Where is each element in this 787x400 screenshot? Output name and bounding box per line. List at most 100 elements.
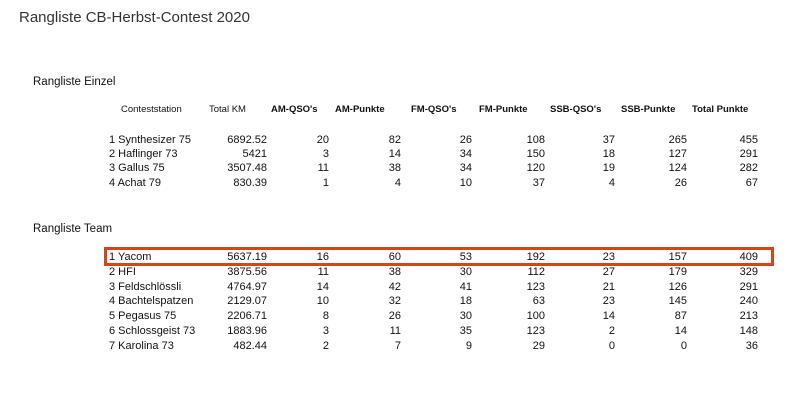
cell-ssb-qso: 2	[608, 325, 615, 337]
cell-ssb-pkt: 145	[668, 295, 687, 308]
cell-fm-qso: 34	[459, 148, 472, 161]
cell-total: 213	[739, 310, 758, 323]
cell-ssb-pkt: 124	[668, 162, 687, 175]
cell-am-qso: 3	[322, 325, 329, 337]
cell-fm-pkt: 192	[526, 251, 545, 263]
cell-am-pkt: 82	[388, 134, 401, 146]
cell-fm-pkt: 123	[526, 325, 545, 337]
cell-am-pkt: 11	[389, 325, 401, 337]
table-row: 1 Synthesizer 75 6892.52 20 82 26 108 37 265 455	[0, 134, 787, 147]
table-row: 6 Schlossgeist 73 1883.96 3 11 35 123 2 14 148	[0, 325, 787, 338]
cell-total: 240	[739, 295, 758, 308]
cell-ssb-pkt: 26	[674, 176, 687, 189]
cell-km: 4764.97	[227, 280, 267, 293]
cell-ssb-qso: 18	[602, 148, 615, 161]
cell-ssb-pkt: 87	[674, 310, 687, 323]
cell-fm-pkt: 63	[532, 295, 545, 308]
cell-total: 67	[745, 176, 758, 189]
table-row: 2 HFI 3875.56 11 38 30 112 27 179 329	[0, 266, 787, 279]
cell-km: 2206.71	[227, 310, 267, 323]
cell-ssb-pkt: 179	[668, 265, 687, 278]
col-header-ssb-punkte: SSB-Punkte	[621, 104, 676, 115]
cell-ssb-qso: 27	[602, 265, 615, 278]
cell-km: 482.44	[233, 339, 267, 352]
cell-rank: 3 Gallus 75	[109, 162, 165, 175]
cell-am-pkt: 26	[388, 310, 401, 323]
col-header-total-km: Total KM	[209, 104, 246, 115]
cell-ssb-pkt: 14	[674, 325, 687, 337]
cell-am-qso: 8	[322, 310, 329, 323]
highlight-box	[104, 247, 774, 266]
table-row: 3 Gallus 75 3507.48 11 38 34 120 19 124 282	[0, 162, 787, 175]
col-header-ssb-qso: SSB-QSO's	[550, 104, 602, 115]
table-row: 2 Haflinger 73 5421 3 14 34 150 18 127 291	[0, 148, 787, 161]
cell-fm-qso: 41	[459, 280, 472, 293]
cell-am-pkt: 14	[388, 148, 401, 161]
cell-km: 6892.52	[227, 134, 267, 146]
cell-total: 282	[739, 162, 758, 175]
cell-fm-pkt: 37	[532, 176, 545, 189]
cell-total: 409	[739, 251, 758, 263]
cell-fm-qso: 10	[459, 176, 472, 189]
col-header-conteststation: Conteststation	[121, 104, 182, 115]
cell-km: 5637.19	[227, 251, 267, 263]
cell-am-pkt: 7	[394, 339, 401, 352]
cell-am-qso: 1	[322, 176, 329, 189]
cell-km: 5421	[242, 148, 267, 161]
cell-ssb-qso: 4	[608, 176, 615, 189]
cell-total: 291	[739, 280, 758, 293]
cell-fm-qso: 30	[459, 265, 472, 278]
col-header-fm-punkte: FM-Punkte	[479, 104, 528, 115]
cell-km: 830.39	[233, 176, 267, 189]
cell-ssb-pkt: 127	[668, 148, 687, 161]
cell-am-pkt: 4	[394, 176, 401, 189]
cell-fm-pkt: 112	[527, 265, 545, 278]
cell-am-pkt: 60	[388, 251, 401, 263]
table-row: 1 Yacom 5637.19 16 60 53 192 23 157 409	[0, 251, 787, 264]
cell-am-pkt: 42	[388, 280, 401, 293]
cell-total: 291	[739, 148, 758, 161]
cell-fm-qso: 9	[465, 339, 472, 352]
cell-am-pkt: 38	[388, 265, 401, 278]
section-label-einzel: Rangliste Einzel	[33, 76, 116, 88]
cell-fm-pkt: 123	[526, 280, 545, 293]
col-header-am-punkte: AM-Punkte	[335, 104, 385, 115]
cell-ssb-qso: 14	[602, 310, 615, 323]
cell-total: 148	[739, 325, 758, 337]
cell-total: 455	[739, 134, 758, 146]
cell-rank: 6 Schlossgeist 73	[109, 325, 196, 337]
cell-fm-pkt: 120	[526, 162, 545, 175]
cell-total: 329	[739, 265, 758, 278]
table-row: 4 Bachtelspatzen 2129.07 10 32 18 63 23 145 240	[0, 295, 787, 308]
cell-fm-qso: 26	[459, 134, 472, 146]
cell-rank: 5 Pegasus 75	[109, 310, 177, 323]
cell-ssb-pkt: 126	[668, 280, 687, 293]
cell-fm-pkt: 100	[526, 310, 545, 323]
cell-ssb-pkt: 157	[668, 251, 687, 263]
cell-rank: 4 Achat 79	[109, 176, 161, 189]
cell-am-qso: 14	[316, 280, 329, 293]
cell-am-qso: 11	[317, 162, 329, 175]
cell-fm-pkt: 29	[532, 339, 545, 352]
cell-ssb-qso: 21	[602, 280, 615, 293]
cell-am-pkt: 38	[388, 162, 401, 175]
cell-am-qso: 3	[322, 148, 329, 161]
section-label-team: Rangliste Team	[33, 223, 113, 235]
cell-ssb-pkt: 0	[680, 339, 687, 352]
cell-fm-qso: 53	[459, 251, 472, 263]
cell-am-qso: 20	[316, 134, 329, 146]
cell-rank: 4 Bachtelspatzen	[109, 295, 194, 308]
cell-ssb-qso: 23	[602, 251, 615, 263]
cell-ssb-qso: 37	[602, 134, 615, 146]
cell-ssb-pkt: 265	[668, 134, 687, 146]
cell-rank: 1 Synthesizer 75	[109, 134, 191, 146]
cell-fm-qso: 18	[459, 295, 472, 308]
cell-km: 1883.96	[227, 325, 267, 337]
cell-fm-qso: 30	[459, 310, 472, 323]
cell-km: 3507.48	[227, 162, 267, 175]
cell-fm-qso: 35	[459, 325, 472, 337]
table-row: 3 Feldschlössli 4764.97 14 42 41 123 21 126 291	[0, 281, 787, 294]
cell-rank: 7 Karolina 73	[109, 339, 174, 352]
cell-am-qso: 11	[317, 265, 329, 278]
table-row: 5 Pegasus 75 2206.71 8 26 30 100 14 87 213	[0, 310, 787, 323]
